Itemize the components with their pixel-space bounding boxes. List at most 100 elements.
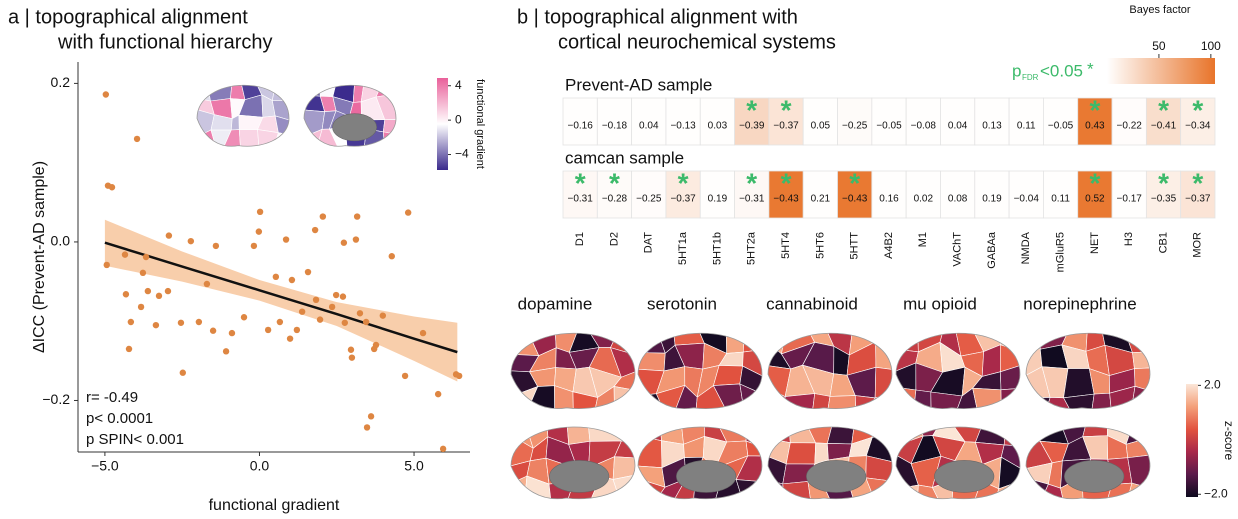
scatter-point — [420, 330, 426, 336]
stat-annotation: p SPIN< 0.001 — [86, 431, 184, 448]
significance-star: * — [1158, 94, 1169, 125]
map-label: norepinephrine — [1023, 294, 1136, 313]
significance-star: * — [575, 167, 586, 198]
x-tick-label: NET — [1089, 232, 1101, 254]
scatter-point — [305, 269, 311, 275]
cell-value: −0.08 — [911, 121, 937, 132]
scatter-point — [109, 184, 115, 190]
scatter-point — [213, 243, 219, 249]
scatter-point — [138, 304, 144, 310]
colorbar-tick-label: 4 — [455, 78, 462, 92]
row-label: camcan sample — [565, 148, 684, 167]
map-label: cannabinoid — [766, 294, 858, 313]
scatter-point — [196, 319, 202, 325]
cell-value: 0.05 — [811, 121, 831, 132]
x-tick-label: MOR — [1192, 232, 1204, 258]
brain-region — [197, 81, 211, 101]
map-label: serotonin — [647, 294, 717, 313]
scatter-point — [353, 236, 359, 242]
colorbar-tick-label: 50 — [1152, 39, 1166, 53]
scatter-point — [283, 236, 289, 242]
figure: a | topographical alignmentwith function… — [0, 0, 1238, 519]
legend-p: p — [1012, 61, 1021, 80]
brain-region — [1092, 393, 1112, 412]
panel-title: cortical neurochemical systems — [558, 31, 836, 53]
scatter-point — [241, 314, 247, 320]
cell-value: 0.08 — [948, 194, 968, 205]
cell-value: 0.19 — [982, 194, 1002, 205]
brain-region — [975, 422, 1005, 445]
cell-value: −0.16 — [568, 121, 594, 132]
brain-medial-wall — [1064, 460, 1124, 492]
brain-region — [783, 481, 811, 502]
brain-region — [973, 388, 1002, 412]
x-tick-label: NMDA — [1020, 231, 1032, 264]
scatter-point — [156, 293, 162, 299]
scatter-point — [180, 370, 186, 376]
legend-star: * — [1087, 59, 1094, 78]
brain-medial-wall — [333, 114, 377, 141]
scatter-point — [342, 320, 348, 326]
scatter-point — [440, 446, 446, 452]
brain-region — [768, 480, 784, 502]
brain-region — [768, 422, 790, 443]
significance-star: * — [1089, 167, 1100, 198]
panel-title: b | topographical alignment with — [517, 6, 798, 28]
y-axis-label: ΔICC (Prevent-AD sample) — [31, 161, 48, 353]
scatter-point — [166, 232, 172, 238]
map-label: mu opioid — [903, 294, 977, 313]
significance-star: * — [1192, 94, 1203, 125]
scatter-point — [373, 342, 379, 348]
x-tick-label: H3 — [1123, 232, 1135, 246]
map-label: dopamine — [518, 294, 593, 313]
x-tick-label: 0.0 — [250, 458, 270, 474]
brain-region — [896, 328, 918, 352]
cell-value: 0.03 — [708, 121, 728, 132]
scatter-point — [287, 335, 293, 341]
colorbar — [1186, 384, 1198, 497]
significance-star: * — [609, 167, 620, 198]
scatter-point — [126, 346, 132, 352]
scatter-point — [223, 348, 229, 354]
x-tick-label: 5HT6 — [814, 232, 826, 259]
scatter-point — [140, 270, 146, 276]
cell-value: 0.04 — [948, 121, 968, 132]
scatter-point — [312, 227, 318, 233]
colorbar-tick-label: −2.0 — [1204, 486, 1228, 500]
scatter-point — [188, 238, 194, 244]
x-tick-label: GABAa — [986, 231, 998, 269]
brain-region — [1026, 397, 1050, 412]
stat-annotation: p< 0.0001 — [86, 410, 153, 427]
scatter-point — [380, 312, 386, 318]
scatter-point — [402, 373, 408, 379]
x-tick-label: VAChT — [952, 232, 964, 267]
brain-region — [827, 396, 855, 412]
scatter-point — [210, 328, 216, 334]
scatter-point — [349, 354, 355, 360]
cell-value: −0.17 — [1117, 194, 1143, 205]
colorbar-label: z-score — [1222, 421, 1236, 461]
scatter-point — [178, 320, 184, 326]
scatter-point — [340, 293, 346, 299]
scatter-point — [153, 322, 159, 328]
cell-value: −0.25 — [842, 121, 868, 132]
significance-star: * — [678, 167, 689, 198]
x-tick-label: 5HT1b — [711, 232, 723, 265]
significance-star: * — [781, 94, 792, 125]
colorbar-tick-label: 0 — [455, 112, 462, 126]
x-tick-label: D1 — [574, 232, 586, 246]
brain-region — [827, 422, 854, 444]
brain-region — [1026, 328, 1043, 349]
colorbar — [437, 78, 448, 170]
brain-region — [726, 328, 744, 353]
significance-star: * — [1158, 167, 1169, 198]
scatter-point — [341, 240, 347, 246]
scatter-point — [389, 253, 395, 259]
scatter-point — [251, 243, 257, 249]
y-tick-label: 0.0 — [51, 233, 71, 249]
cell-value: 0.11 — [1017, 121, 1036, 132]
scatter-point — [299, 308, 305, 314]
significance-star: * — [1089, 94, 1100, 125]
scatter-point — [257, 209, 263, 215]
scatter-point — [143, 254, 149, 260]
